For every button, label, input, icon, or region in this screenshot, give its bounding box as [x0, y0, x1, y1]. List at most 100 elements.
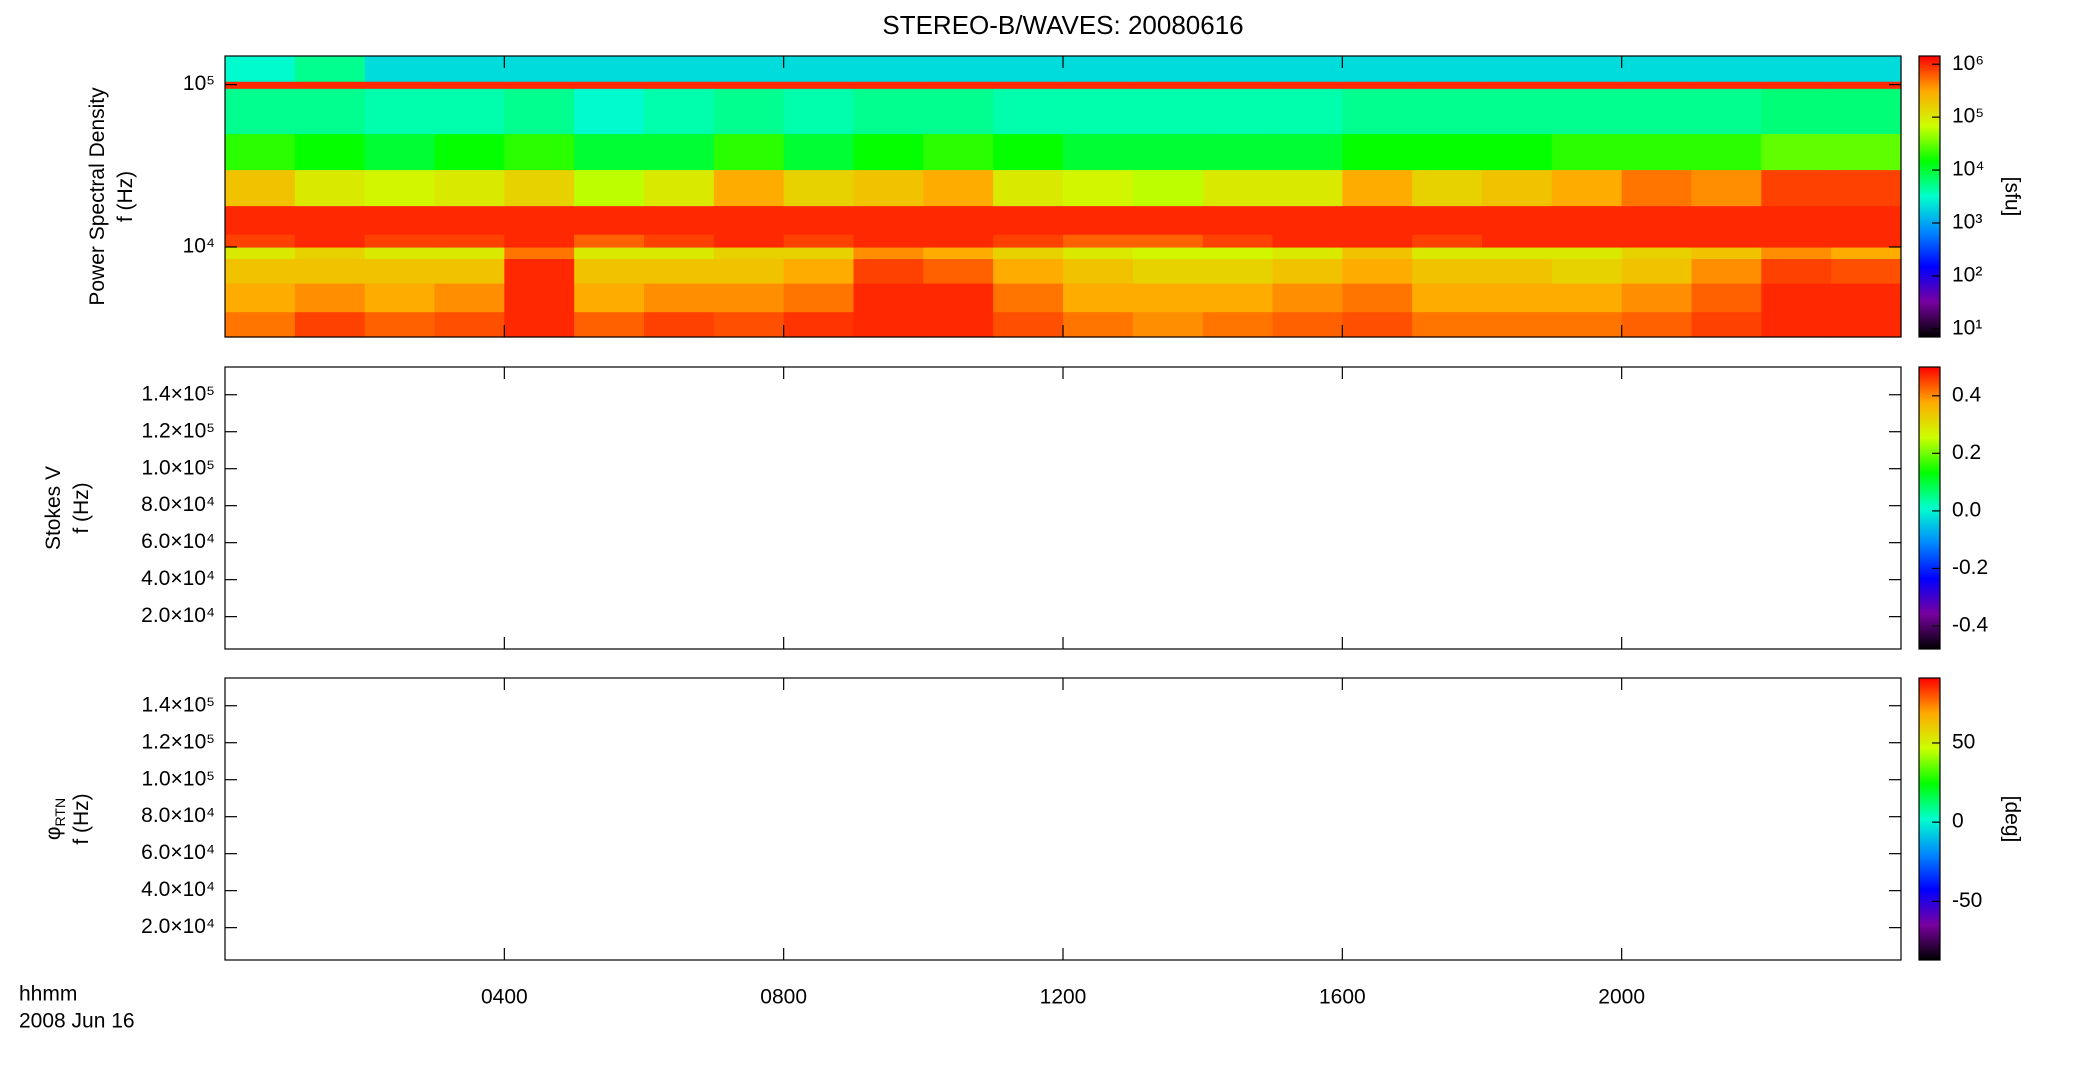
heatmap-cell: [993, 246, 1064, 260]
heatmap-cell: [644, 258, 715, 284]
heatmap-cell: [853, 283, 924, 313]
heatmap-cell: [434, 133, 505, 171]
heatmap-cell: [434, 205, 505, 235]
heatmap-cell: [1202, 283, 1274, 313]
heatmap-cell: [1621, 311, 1693, 338]
heatmap-cell: [1412, 258, 1483, 284]
heatmap-cell: [713, 311, 785, 338]
heatmap-cell: [1063, 246, 1134, 260]
heatmap-cell: [1202, 88, 1274, 135]
colorbar-tick-label: 10²: [1952, 263, 1982, 286]
heatmap-cell: [713, 133, 785, 171]
plot-frame: [224, 677, 1902, 961]
heatmap-cell: [1482, 169, 1553, 207]
heatmap-cell: [923, 81, 994, 89]
heatmap-cell: [434, 311, 505, 338]
heatmap-cell: [1412, 205, 1483, 235]
heatmap-cell: [1202, 169, 1274, 207]
heatmap-cell: [923, 258, 994, 284]
heatmap-cell: [1691, 133, 1762, 171]
heatmap-cell: [225, 56, 296, 82]
heatmap-cell: [923, 283, 994, 313]
heatmap-cell: [1272, 169, 1343, 207]
heatmap-cell: [434, 234, 505, 248]
heatmap-cell: [1621, 88, 1693, 135]
y-tick-label: 1.2×10⁵: [141, 419, 215, 442]
heatmap-cell: [1412, 169, 1483, 207]
heatmap-cell: [1551, 88, 1623, 135]
y-tick-label: 8.0×10⁴: [141, 493, 215, 516]
colorbar-tick-label: 0.2: [1952, 441, 1981, 464]
y-axis-label-text: f (Hz): [114, 171, 137, 222]
heatmap-cell: [1691, 234, 1762, 248]
heatmap-cell: [504, 169, 575, 207]
heatmap-cell: [1621, 246, 1693, 260]
heatmap-cell: [504, 234, 575, 248]
heatmap-cell: [225, 258, 296, 284]
heatmap-cell: [1831, 56, 1902, 82]
heatmap-cell: [783, 246, 855, 260]
colorbar-tick-label: -0.2: [1952, 556, 1988, 579]
heatmap-cell: [294, 234, 366, 248]
heatmap-cell: [1272, 88, 1343, 135]
heatmap-cell: [1202, 133, 1274, 171]
heatmap-cell: [1342, 169, 1413, 207]
heatmap-cell: [1202, 311, 1274, 338]
heatmap-cell: [1412, 234, 1483, 248]
y-axis-label-text: Power Spectral Density: [86, 87, 109, 306]
heatmap-cell: [923, 169, 994, 207]
heatmap-cell: [713, 56, 785, 82]
heatmap-cell: [1761, 283, 1832, 313]
heatmap-cell: [1831, 283, 1902, 313]
heatmap-cell: [1621, 81, 1693, 89]
heatmap-cell: [713, 205, 785, 235]
heatmap-cell: [434, 246, 505, 260]
heatmap-cell: [574, 169, 645, 207]
heatmap-cell: [1063, 56, 1134, 82]
heatmap-cell: [574, 81, 645, 89]
heatmap-cell: [504, 56, 575, 82]
heatmap-cell: [1761, 205, 1832, 235]
heatmap-cell: [1132, 56, 1204, 82]
heatmap-cell: [1621, 169, 1693, 207]
heatmap-cell: [1831, 169, 1902, 207]
y-axis-label: Power Spectral Density: [86, 87, 109, 306]
heatmap-cell: [923, 234, 994, 248]
y-axis-label: φRTN: [42, 798, 68, 840]
heatmap-cell: [1132, 169, 1204, 207]
chart-title: STEREO-B/WAVES: 20080616: [882, 10, 1243, 40]
heatmap-cell: [853, 246, 924, 260]
y-tick-label: 1.4×10⁵: [141, 382, 215, 405]
heatmap-cell: [1691, 258, 1762, 284]
heatmap-cell: [713, 258, 785, 284]
heatmap-cell: [574, 283, 645, 313]
heatmap-cell: [574, 246, 645, 260]
heatmap-cell: [1063, 88, 1134, 135]
heatmap-cell: [1412, 246, 1483, 260]
heatmap-cell: [1063, 133, 1134, 171]
colorbar-tick-label: -50: [1952, 889, 1982, 912]
heatmap-cell: [1342, 311, 1413, 338]
heatmap-cell: [713, 246, 785, 260]
heatmap-cell: [783, 283, 855, 313]
heatmap-cell: [923, 133, 994, 171]
heatmap-cell: [434, 283, 505, 313]
heatmap-cell: [294, 258, 366, 284]
colorbar: [1918, 366, 1941, 650]
heatmap-cell: [1482, 283, 1553, 313]
heatmap-cell: [225, 311, 296, 338]
heatmap-cell: [1831, 246, 1902, 260]
heatmap-cell: [1132, 205, 1204, 235]
heatmap-cell: [853, 133, 924, 171]
heatmap-cell: [993, 311, 1064, 338]
heatmap-cell: [644, 88, 715, 135]
heatmap-cell: [1551, 311, 1623, 338]
heatmap-cell: [1482, 133, 1553, 171]
heatmap-cell: [1691, 205, 1762, 235]
heatmap-cell: [993, 234, 1064, 248]
heatmap-cell: [225, 205, 296, 235]
heatmap-cell: [783, 234, 855, 248]
heatmap-cell: [1691, 81, 1762, 89]
heatmap-cell: [574, 234, 645, 248]
heatmap-cell: [225, 133, 296, 171]
